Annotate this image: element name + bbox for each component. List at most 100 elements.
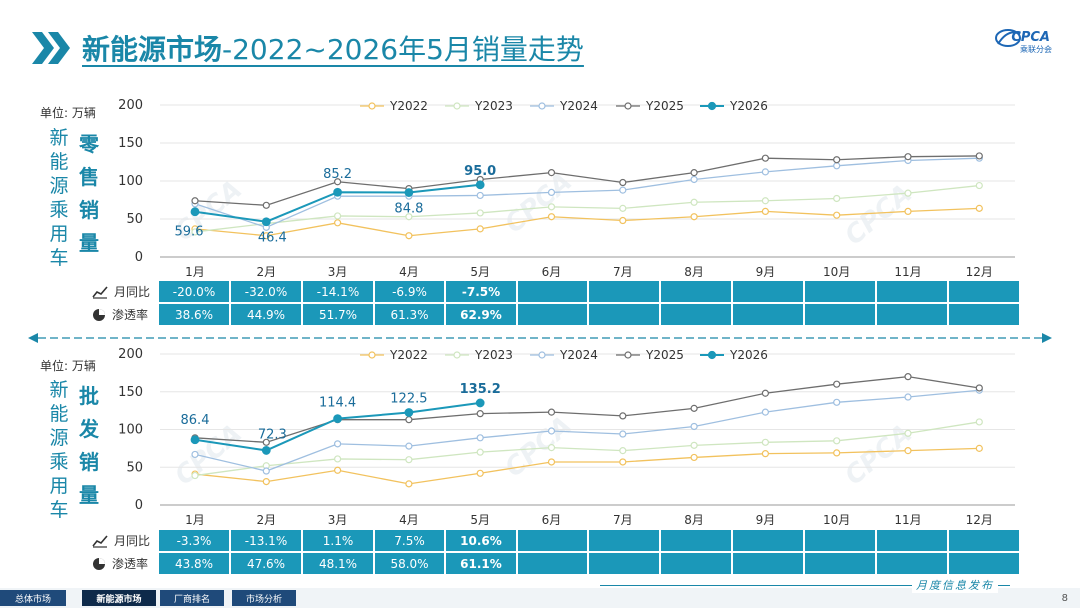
x-tick-label: 5月 xyxy=(470,513,490,527)
footer-tab-overall[interactable]: 总体市场 xyxy=(0,590,66,606)
table-cell xyxy=(805,304,877,325)
table-cell xyxy=(589,281,661,302)
x-tick-label: 1月 xyxy=(185,265,205,279)
point-y2025 xyxy=(191,197,199,205)
table-cell xyxy=(518,304,589,325)
retail-side-subtitle: 零售销量 xyxy=(79,132,99,255)
x-tick-label: 9月 xyxy=(756,513,776,527)
logo-text: CPCA xyxy=(1011,30,1050,45)
point-y2025 xyxy=(405,416,413,424)
data-label: 72.3 xyxy=(258,427,287,442)
point-y2023 xyxy=(904,189,912,197)
point-y2024 xyxy=(761,168,770,176)
retail-panel: 0 50 100 150 200 1月 2月 3月 4月 5月 6月 7月 8月 9月 10月 11月 12月 Y… xyxy=(118,98,1015,279)
legend-marker xyxy=(538,351,546,359)
point-y2022 xyxy=(547,213,556,221)
point-y2023 xyxy=(191,471,199,480)
data-label: 135.2 xyxy=(460,382,501,397)
x-tick-label: 1月 xyxy=(185,513,205,527)
point-y2026 xyxy=(333,187,343,197)
series-line-y2023 xyxy=(194,184,980,233)
row-header: 渗透率 xyxy=(86,553,159,574)
table-cell xyxy=(733,281,805,302)
table-cell xyxy=(733,553,805,574)
table-cell: 47.6% xyxy=(231,553,303,574)
point-y2025 xyxy=(262,438,270,446)
x-tick-label: 7月 xyxy=(613,513,633,527)
x-tick-label: 10月 xyxy=(823,513,850,527)
table-cell: -6.9% xyxy=(375,281,446,302)
table-cell: -14.1% xyxy=(303,281,375,302)
point-y2022 xyxy=(761,207,770,215)
point-y2023 xyxy=(334,455,342,463)
table-cell: -20.0% xyxy=(159,281,231,302)
legend-marker xyxy=(538,102,546,110)
table-cell xyxy=(949,304,1021,325)
point-y2024 xyxy=(833,162,841,170)
trend-chart-icon xyxy=(92,534,108,548)
legend-label: Y2022 xyxy=(389,99,428,113)
table-cell xyxy=(589,530,661,551)
point-y2024 xyxy=(547,427,556,435)
point-y2024 xyxy=(262,467,270,475)
retail-penetration-row: 渗透率 38.6% 44.9% 51.7% 61.3% 62.9% xyxy=(86,304,1021,325)
point-y2023 xyxy=(833,194,841,203)
data-label: 84.8 xyxy=(394,202,423,217)
footer-tab-nev[interactable]: 新能源市场 xyxy=(82,590,156,606)
table-cell xyxy=(949,553,1021,574)
point-y2024 xyxy=(476,191,484,200)
point-y2026 xyxy=(404,188,414,197)
retail-unit-label: 单位: 万辆 xyxy=(40,106,96,120)
point-y2022 xyxy=(262,232,270,240)
point-y2023 xyxy=(833,437,841,445)
wholesale-penetration-row: 渗透率 43.8% 47.6% 48.1% 58.0% 61.1% xyxy=(86,553,1021,574)
series-line-y2024 xyxy=(194,157,980,229)
point-y2025 xyxy=(975,384,983,392)
double-chevron-icon xyxy=(32,32,70,64)
x-tick-label: 3月 xyxy=(328,265,348,279)
point-y2025 xyxy=(904,153,912,161)
retail-side-title: 新能源乘用车 xyxy=(49,127,69,269)
table-cell: 38.6% xyxy=(159,304,231,325)
wholesale-panel: 0 50 100 150 200 1月 2月 3月 4月 5月 6月 7月 8月 9月 10月 11月 12月 Y… xyxy=(118,347,1015,527)
x-tick-label: 9月 xyxy=(756,265,776,279)
x-tick-label: 7月 xyxy=(613,265,633,279)
table-cell xyxy=(518,553,589,574)
legend-label: Y2025 xyxy=(645,99,684,113)
series-line-y2024 xyxy=(194,389,980,472)
point-y2026 xyxy=(475,398,485,408)
point-y2022 xyxy=(904,447,912,455)
pie-chart-icon xyxy=(93,557,105,570)
footer-tab-analysis[interactable]: 市场分析 xyxy=(232,590,296,606)
data-label: 85.2 xyxy=(323,167,352,182)
point-y2025 xyxy=(904,373,912,381)
point-y2023 xyxy=(975,181,983,190)
point-y2023 xyxy=(690,441,698,449)
legend-label: Y2026 xyxy=(729,99,768,113)
table-cell: -7.5% xyxy=(446,281,518,302)
table-cell xyxy=(877,530,949,551)
wholesale-side-subtitle: 批发销量 xyxy=(79,384,99,507)
point-y2023 xyxy=(405,456,413,464)
footer-tab-ranking[interactable]: 厂商排名 xyxy=(160,590,224,606)
data-label: 59.6 xyxy=(175,225,204,240)
legend-label: Y2024 xyxy=(559,348,598,362)
point-y2025 xyxy=(547,408,556,416)
point-y2023 xyxy=(405,213,413,221)
legend-label: Y2022 xyxy=(389,348,428,362)
point-y2023 xyxy=(975,418,983,426)
table-cell: 7.5% xyxy=(375,530,446,551)
point-y2025 xyxy=(761,389,770,397)
legend-marker xyxy=(624,351,632,359)
point-y2024 xyxy=(833,398,841,406)
point-y2022 xyxy=(690,213,698,221)
point-y2023 xyxy=(547,444,556,452)
point-y2024 xyxy=(690,422,698,431)
point-y2024 xyxy=(619,186,627,194)
table-cell xyxy=(949,530,1021,551)
data-label: 114.4 xyxy=(319,396,356,411)
point-y2022 xyxy=(547,458,556,466)
series-line-y2025 xyxy=(194,155,980,206)
table-cell: 61.1% xyxy=(446,553,518,574)
data-label: 46.4 xyxy=(258,231,287,246)
